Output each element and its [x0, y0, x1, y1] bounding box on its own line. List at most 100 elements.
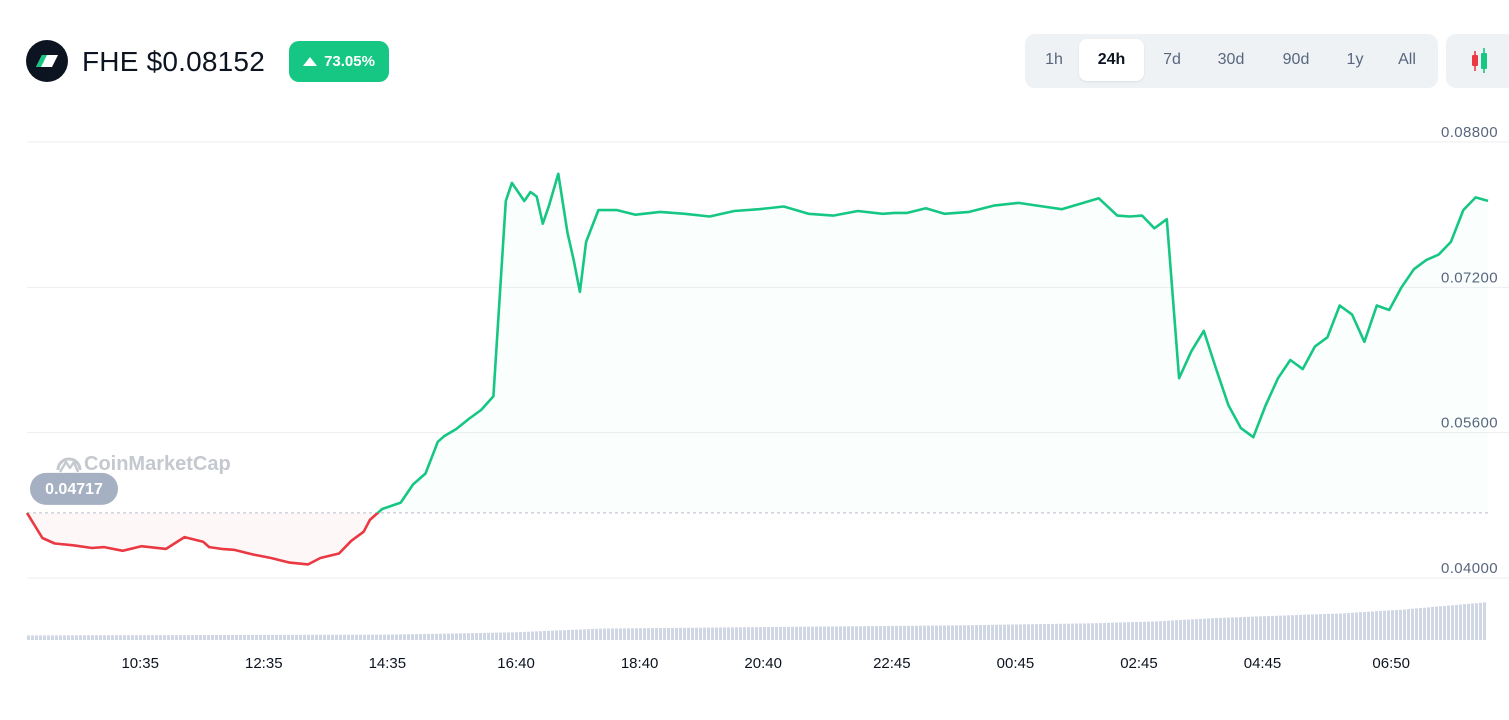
candlestick-toggle-button[interactable] [1446, 34, 1509, 88]
volume-bar [667, 627, 670, 640]
range-90d-button[interactable]: 90d [1282, 51, 1310, 68]
volume-bar [1295, 615, 1298, 640]
volume-bar [431, 633, 434, 640]
volume-bar [1059, 623, 1062, 640]
volume-bars [27, 602, 1486, 640]
volume-bar [503, 632, 506, 640]
volume-bar [1051, 623, 1054, 640]
volume-bar [1419, 608, 1422, 640]
volume-bar [927, 625, 930, 640]
volume-bar [759, 627, 762, 640]
volume-bar [523, 631, 526, 640]
volume-bar [1107, 622, 1110, 640]
volume-bar [995, 624, 998, 640]
volume-bar [1275, 615, 1278, 640]
x-tick-label: 12:35 [245, 655, 283, 672]
volume-bar [1403, 609, 1406, 640]
volume-bar [627, 628, 630, 640]
volume-bar [235, 634, 238, 640]
volume-bar [1407, 609, 1410, 640]
volume-bar [71, 635, 74, 640]
volume-bar [835, 626, 838, 640]
volume-bar [383, 634, 386, 640]
volume-bar [307, 634, 310, 640]
volume-bar [495, 632, 498, 640]
volume-bar [35, 635, 38, 640]
volume-bar [83, 635, 86, 640]
volume-bar [1111, 622, 1114, 640]
fhe-logo-icon [26, 40, 68, 82]
volume-bar [411, 634, 414, 640]
volume-bar [167, 635, 170, 640]
volume-bar [355, 634, 358, 640]
volume-bar [363, 634, 366, 640]
volume-bar [967, 625, 970, 640]
volume-bar [999, 624, 1002, 640]
volume-bar [643, 628, 646, 640]
volume-bar [607, 628, 610, 640]
volume-bar [1031, 624, 1034, 640]
volume-bar [1183, 619, 1186, 640]
volume-bar [55, 635, 58, 640]
x-tick-label: 22:45 [873, 655, 911, 672]
range-1y-button[interactable]: 1y [1346, 51, 1364, 68]
volume-bar [427, 633, 430, 640]
volume-bar [603, 628, 606, 640]
volume-bar [1307, 614, 1310, 640]
volume-bar [871, 626, 874, 640]
volume-bar [39, 635, 42, 640]
volume-bar [1299, 614, 1302, 640]
volume-bar [135, 635, 138, 640]
volume-bar [1319, 614, 1322, 640]
volume-bar [415, 634, 418, 640]
volume-bar [727, 627, 730, 640]
volume-bar [1411, 608, 1414, 640]
volume-bar [1435, 606, 1438, 640]
volume-bar [115, 635, 118, 640]
volume-bar [639, 628, 642, 640]
range-1h-button[interactable]: 1h [1045, 51, 1063, 68]
volume-bar [947, 625, 950, 640]
volume-bar [863, 626, 866, 640]
volume-bar [695, 627, 698, 640]
volume-bar [1283, 615, 1286, 640]
volume-bar [267, 634, 270, 640]
volume-bar [1219, 617, 1222, 640]
volume-bar [199, 635, 202, 640]
volume-bar [951, 625, 954, 640]
volume-bar [515, 632, 518, 640]
volume-bar [343, 634, 346, 640]
volume-bar [223, 635, 226, 640]
volume-bar [99, 635, 102, 640]
volume-bar [751, 627, 754, 640]
volume-bar [1363, 611, 1366, 640]
volume-bar [915, 625, 918, 640]
range-7d-button[interactable]: 7d [1163, 51, 1181, 68]
range-30d-button[interactable]: 30d [1217, 51, 1245, 68]
volume-bar [907, 625, 910, 640]
volume-bar [1071, 623, 1074, 640]
volume-bar [811, 626, 814, 640]
volume-bar [1231, 617, 1234, 640]
volume-bar [767, 627, 770, 640]
volume-bar [663, 628, 666, 640]
volume-bar [883, 625, 886, 640]
volume-bar [839, 626, 842, 640]
volume-bar [1471, 603, 1474, 640]
volume-bar [635, 628, 638, 640]
volume-bar [1347, 612, 1350, 640]
volume-bar [1255, 616, 1258, 640]
time-range-selector: 1h 24h 7d 30d 90d 1y All [1025, 34, 1438, 88]
volume-bar [1291, 615, 1294, 640]
volume-bar [723, 627, 726, 640]
range-all-button[interactable]: All [1398, 51, 1416, 68]
x-tick-label: 20:40 [744, 655, 782, 672]
volume-bar [1383, 610, 1386, 640]
volume-bar [939, 625, 942, 640]
volume-bar [855, 626, 858, 640]
volume-bar [1247, 616, 1250, 640]
coin-price: $0.08152 [146, 46, 265, 77]
range-24h-button[interactable]: 24h [1079, 39, 1144, 81]
volume-bar [1395, 610, 1398, 640]
